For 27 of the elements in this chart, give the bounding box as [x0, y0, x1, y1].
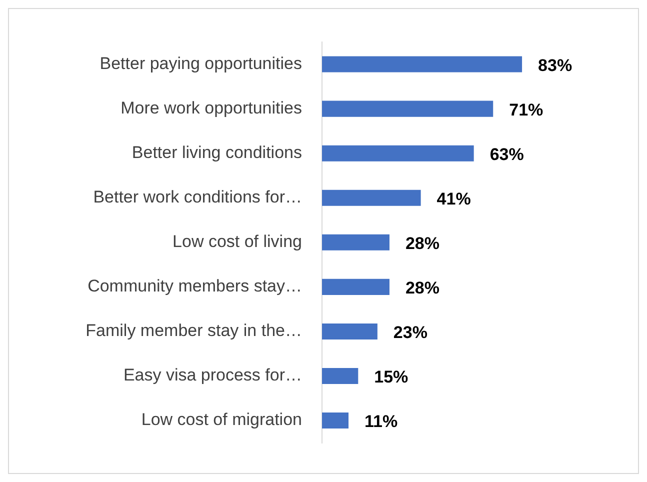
- bar: [322, 100, 494, 117]
- y-tick-label: More work opportunities: [120, 98, 302, 118]
- y-tick-label: Easy visa process for…: [123, 366, 302, 385]
- data-label: 41%: [436, 190, 471, 209]
- data-label: 63%: [490, 145, 524, 164]
- y-tick-label: Better paying opportunities: [100, 54, 302, 73]
- bar: [322, 412, 349, 429]
- y-tick-label: Better living conditions: [132, 143, 302, 162]
- data-label: 23%: [393, 323, 428, 342]
- data-label: 11%: [364, 412, 398, 432]
- bar: [322, 368, 358, 384]
- y-tick-label: Low cost of living: [172, 232, 302, 252]
- bar: [322, 190, 421, 206]
- data-label: 15%: [374, 368, 408, 387]
- y-tick-label: Family member stay in the…: [86, 321, 302, 340]
- bar: [322, 323, 378, 340]
- bar: [322, 56, 522, 72]
- bar: [322, 278, 390, 295]
- y-tick-label: Low cost of migration: [141, 410, 302, 430]
- data-label: 83%: [538, 56, 572, 75]
- data-label: 28%: [405, 278, 440, 298]
- data-label: 71%: [509, 100, 544, 120]
- y-tick-label: Community members stay…: [88, 276, 302, 296]
- bar: [322, 145, 474, 162]
- y-tick-label: Better work conditions for…: [93, 188, 302, 207]
- data-label: 28%: [405, 234, 440, 254]
- bar: [322, 234, 390, 250]
